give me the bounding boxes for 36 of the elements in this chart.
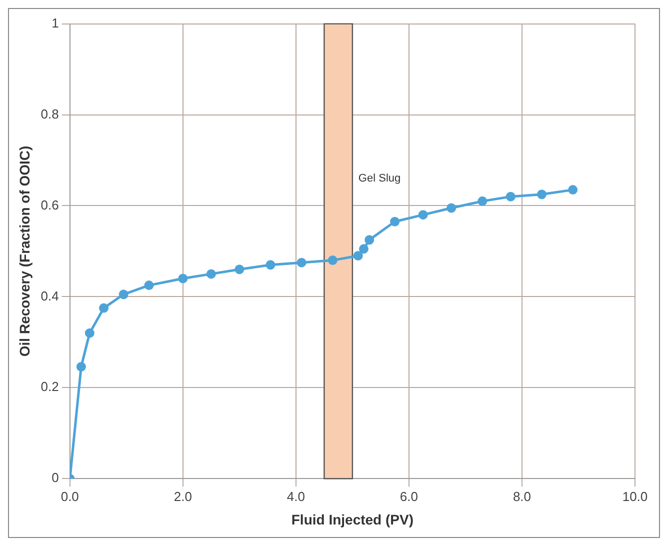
point: [568, 185, 578, 195]
point: [358, 244, 368, 254]
point: [206, 269, 216, 279]
point: [364, 235, 374, 245]
y-tick-label: 0.8: [40, 106, 59, 122]
point: [537, 190, 547, 200]
point: [446, 203, 456, 213]
point: [99, 303, 109, 313]
point: [118, 290, 128, 300]
band-label: Gel Slug: [358, 172, 401, 184]
y-axis-title: Oil Recovery (Fraction of OOIC): [16, 146, 32, 357]
point: [84, 328, 94, 338]
y-tick-label: 1: [52, 15, 59, 30]
x-tick-label: 0.0: [60, 488, 79, 504]
y-tick-label: 0.6: [40, 197, 59, 212]
point: [144, 280, 154, 290]
point: [478, 196, 488, 206]
x-tick-label: 10.0: [622, 488, 648, 504]
point: [390, 216, 400, 226]
point: [296, 258, 306, 268]
point: [76, 362, 86, 372]
x-tick-label: 8.0: [512, 488, 532, 504]
x-tick-label: 6.0: [400, 488, 418, 504]
y-tick-label: 0: [52, 470, 59, 486]
point: [506, 192, 516, 202]
x-axis-title: Fluid Injected (PV): [291, 511, 414, 528]
y-tick-label: 0.4: [40, 288, 59, 304]
point: [266, 260, 276, 270]
point: [418, 210, 428, 220]
point: [328, 256, 338, 266]
point: [178, 274, 188, 284]
y-tick-label: 0.2: [40, 379, 59, 394]
x-tick-label: 2.0: [174, 488, 192, 504]
point: [353, 251, 363, 260]
x-tick-label: 4.0: [286, 488, 305, 504]
point: [234, 264, 244, 274]
